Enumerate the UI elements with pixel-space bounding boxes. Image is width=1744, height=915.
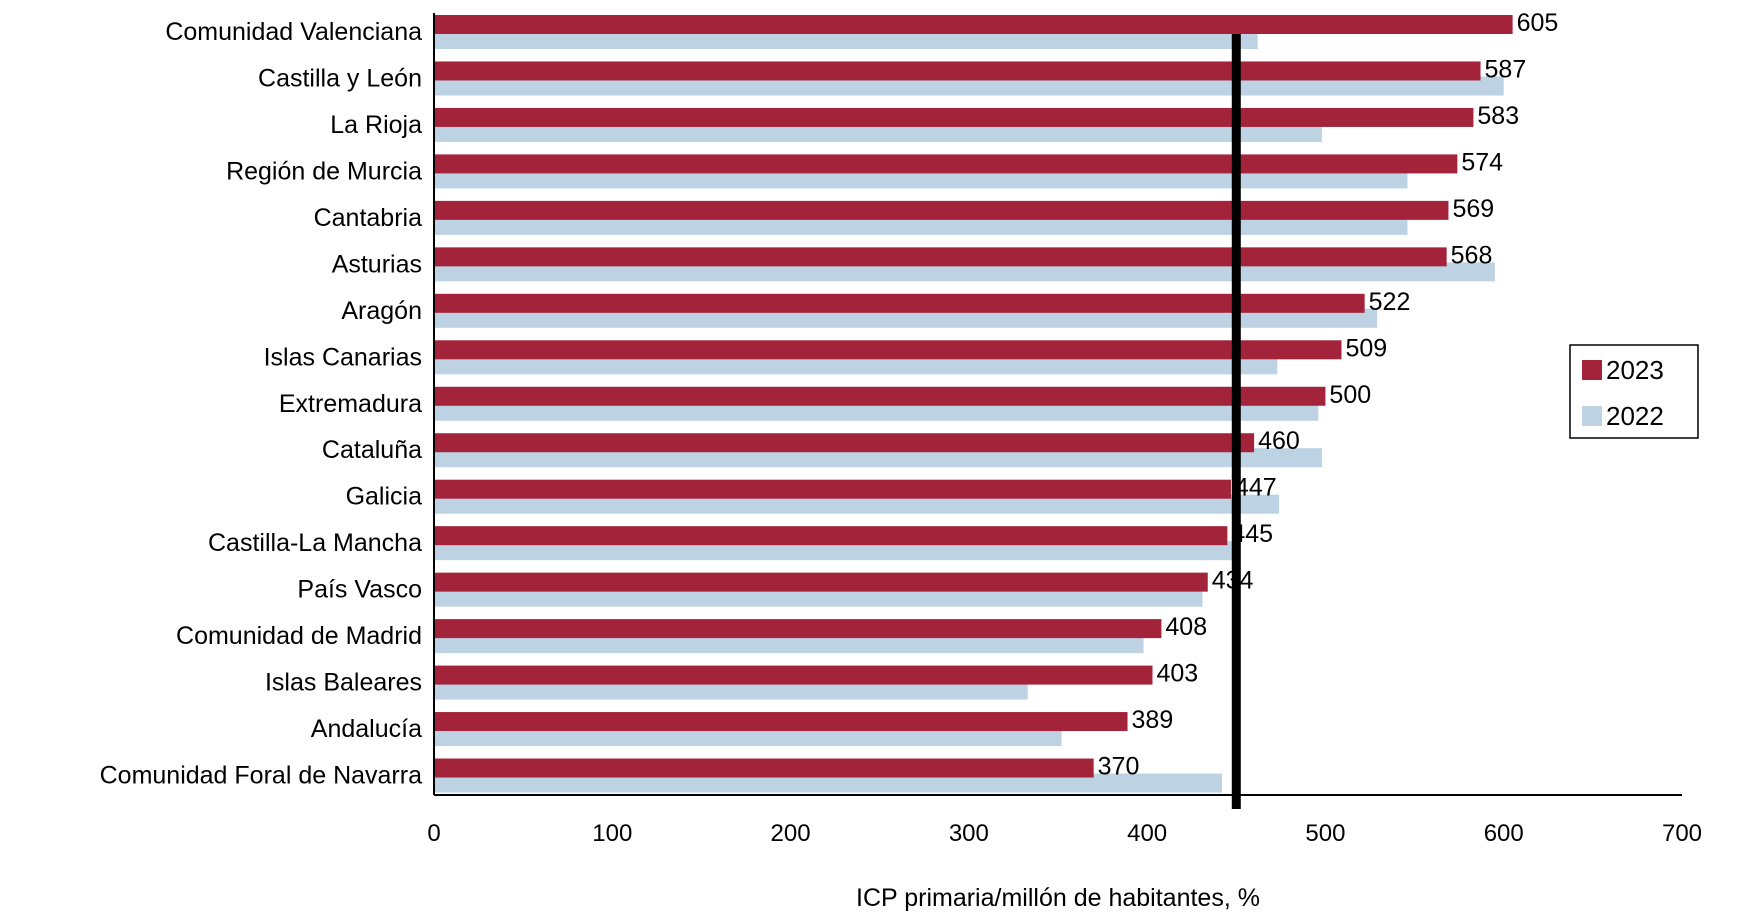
value-label-comunidad-foral-de-navarra: 370: [1098, 753, 1140, 781]
bar-2022-comunidad-foral-de-navarra: [434, 773, 1223, 793]
bar-2023-pais-vasco: [434, 572, 1208, 592]
category-label-islas-canarias: Islas Canarias: [264, 343, 422, 371]
value-label-asturias: 568: [1451, 241, 1493, 269]
x-tick-label-400: 400: [1127, 820, 1167, 847]
x-tick-label-700: 700: [1662, 820, 1702, 847]
bar-2022-region-de-murcia: [434, 169, 1408, 189]
bar-2023-comunidad-foral-de-navarra: [434, 758, 1094, 778]
series-2023-bars: [434, 15, 1513, 778]
legend-label-2022: 2022: [1606, 401, 1664, 431]
category-label-comunidad-foral-de-navarra: Comunidad Foral de Navarra: [100, 762, 422, 790]
value-label-cantabria: 569: [1452, 195, 1494, 223]
category-label-castilla-la-mancha: Castilla-La Mancha: [208, 529, 422, 557]
bar-2022-cataluna: [434, 448, 1322, 468]
bar-2023-cantabria: [434, 200, 1449, 220]
x-axis-ticks: 0 100 200 300 400 500 600 700: [427, 820, 1702, 847]
category-label-islas-baleares: Islas Baleares: [265, 669, 422, 697]
category-label-cataluna: Cataluña: [322, 436, 422, 464]
bar-2022-comunidad-valenciana: [434, 30, 1258, 49]
legend-label-2023: 2023: [1606, 355, 1664, 385]
bar-2023-andalucia: [434, 712, 1128, 732]
bar-2022-asturias: [434, 262, 1495, 282]
bar-2022-extremadura: [434, 401, 1319, 421]
series-2022-bars: [434, 30, 1504, 793]
value-label-andalucia: 389: [1132, 706, 1174, 734]
bar-2023-galicia: [434, 479, 1231, 499]
bar-2022-galicia: [434, 494, 1280, 514]
bar-2023-castilla-la-mancha: [434, 526, 1228, 546]
category-label-andalucia: Andalucía: [311, 715, 422, 743]
bar-2023-comunidad-de-madrid: [434, 619, 1162, 639]
bar-2023-comunidad-valenciana: [434, 15, 1513, 34]
category-label-cantabria: Cantabria: [314, 204, 422, 232]
value-label-comunidad-valenciana: 605: [1517, 9, 1559, 37]
bar-2022-comunidad-de-madrid: [434, 634, 1144, 654]
value-label-pais-vasco: 434: [1212, 567, 1254, 595]
category-label-la-rioja: La Rioja: [330, 111, 422, 139]
value-label-la-rioja: 583: [1477, 102, 1519, 130]
legend-swatch-2022: [1582, 406, 1602, 426]
x-tick-label-600: 600: [1484, 820, 1524, 847]
axes: [433, 13, 1682, 796]
legend-swatch-2023: [1582, 360, 1602, 380]
category-label-extremadura: Extremadura: [279, 390, 422, 418]
category-label-comunidad-de-madrid: Comunidad de Madrid: [176, 622, 422, 650]
bar-2022-cantabria: [434, 215, 1408, 235]
bar-2023-aragon: [434, 293, 1365, 313]
category-label-comunidad-valenciana: Comunidad Valenciana: [165, 18, 422, 46]
bar-2022-aragon: [434, 308, 1378, 328]
category-label-aragon: Aragón: [341, 297, 422, 325]
x-tick-label-100: 100: [592, 820, 632, 847]
bar-2023-extremadura: [434, 386, 1326, 406]
bar-2022-islas-baleares: [434, 680, 1028, 700]
value-label-region-de-murcia: 574: [1461, 148, 1503, 176]
value-label-aragon: 522: [1369, 288, 1411, 316]
category-label-region-de-murcia: Región de Murcia: [226, 157, 422, 185]
bar-2022-castilla-la-mancha: [434, 541, 1233, 561]
value-label-islas-canarias: 509: [1345, 334, 1387, 362]
value-label-cataluna: 460: [1258, 427, 1300, 455]
x-tick-label-200: 200: [771, 820, 811, 847]
bar-2023-cataluna: [434, 433, 1255, 453]
bar-2022-la-rioja: [434, 122, 1322, 142]
bar-2023-asturias: [434, 247, 1447, 267]
bar-2023-region-de-murcia: [434, 154, 1458, 174]
bar-2023-islas-canarias: [434, 340, 1342, 360]
bar-2022-pais-vasco: [434, 587, 1203, 607]
x-tick-label-0: 0: [427, 820, 440, 847]
x-tick-label-500: 500: [1305, 820, 1345, 847]
bar-2022-andalucia: [434, 727, 1062, 747]
category-label-asturias: Asturias: [332, 250, 422, 278]
value-label-galicia: 447: [1235, 474, 1277, 502]
legend: 2023 2022: [1569, 344, 1699, 439]
value-labels: 6055875835745695685225095004604474454344…: [1098, 9, 1559, 781]
bar-2023-la-rioja: [434, 107, 1474, 127]
value-label-islas-baleares: 403: [1156, 660, 1198, 688]
value-label-castilla-y-leon: 587: [1485, 55, 1527, 83]
value-label-comunidad-de-madrid: 408: [1165, 613, 1207, 641]
x-tick-label-300: 300: [949, 820, 989, 847]
value-label-castilla-la-mancha: 445: [1231, 520, 1273, 548]
bar-2023-castilla-y-leon: [434, 61, 1481, 81]
category-label-pais-vasco: País Vasco: [297, 576, 422, 604]
x-axis-title: ICP primaria/millón de habitantes, %: [856, 884, 1260, 912]
bar-2022-islas-canarias: [434, 355, 1278, 375]
category-label-castilla-y-leon: Castilla y León: [258, 64, 422, 92]
bar-2023-islas-baleares: [434, 665, 1153, 685]
value-label-extremadura: 500: [1329, 381, 1371, 409]
category-labels: Comunidad Valenciana Castilla y León La Ri…: [100, 18, 422, 790]
category-label-galicia: Galicia: [346, 483, 423, 511]
